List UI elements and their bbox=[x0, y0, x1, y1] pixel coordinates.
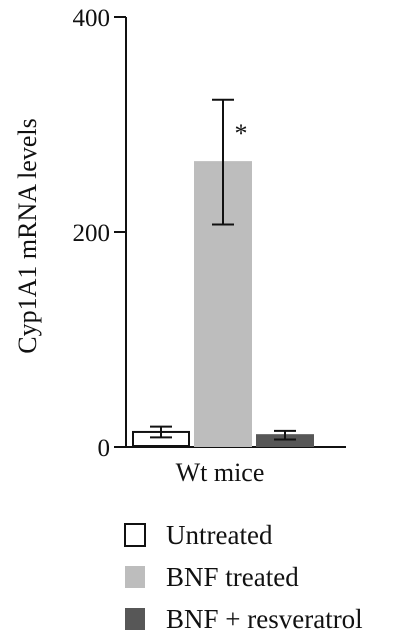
significance-marker: * bbox=[235, 119, 248, 148]
chart-bars: * bbox=[132, 98, 314, 448]
chart-legend: Untreated BNF treated BNF + resveratrol bbox=[124, 520, 363, 634]
chart-axes: 0 200 400 Cyp1A1 mRNA levels Wt mice bbox=[13, 5, 346, 487]
legend-label: Untreated bbox=[166, 520, 273, 550]
y-tick-label: 400 bbox=[73, 5, 111, 32]
legend-label: BNF treated bbox=[166, 562, 299, 592]
y-tick-label: 200 bbox=[73, 220, 111, 247]
legend-swatch bbox=[125, 608, 145, 630]
legend-swatch bbox=[124, 523, 146, 547]
legend-swatch bbox=[125, 566, 145, 588]
y-tick-label: 0 bbox=[98, 435, 111, 462]
y-axis-label: Cyp1A1 mRNA levels bbox=[13, 118, 42, 353]
x-category-label: Wt mice bbox=[176, 458, 265, 487]
legend-label: BNF + resveratrol bbox=[166, 604, 363, 634]
